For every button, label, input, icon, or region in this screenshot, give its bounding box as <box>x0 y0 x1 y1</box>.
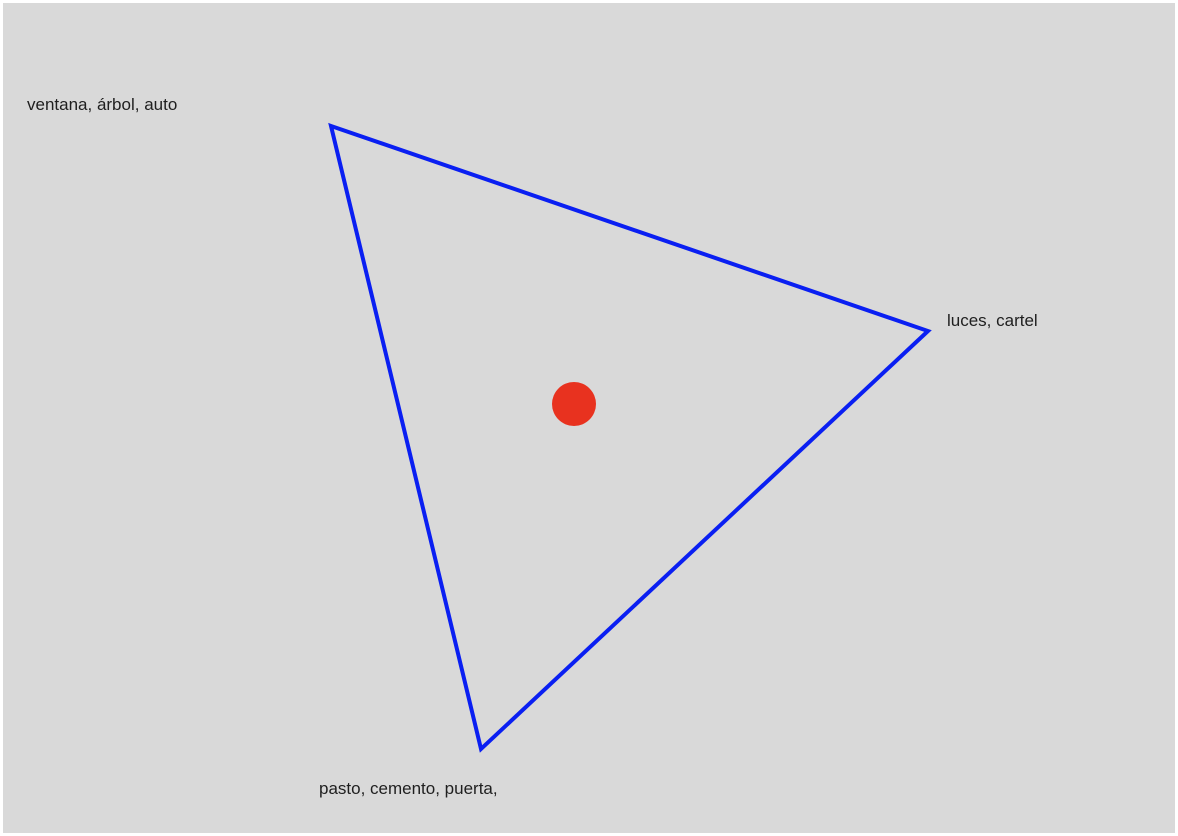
triangle-outline <box>328 122 932 753</box>
vertex-label-bottom: pasto, cemento, puerta, <box>319 779 498 798</box>
vertex-label-top-left: ventana, árbol, auto <box>27 95 178 114</box>
triangle-diagram <box>328 122 932 753</box>
red-dot <box>552 382 596 426</box>
vertex-label-right: luces, cartel <box>947 311 1038 330</box>
